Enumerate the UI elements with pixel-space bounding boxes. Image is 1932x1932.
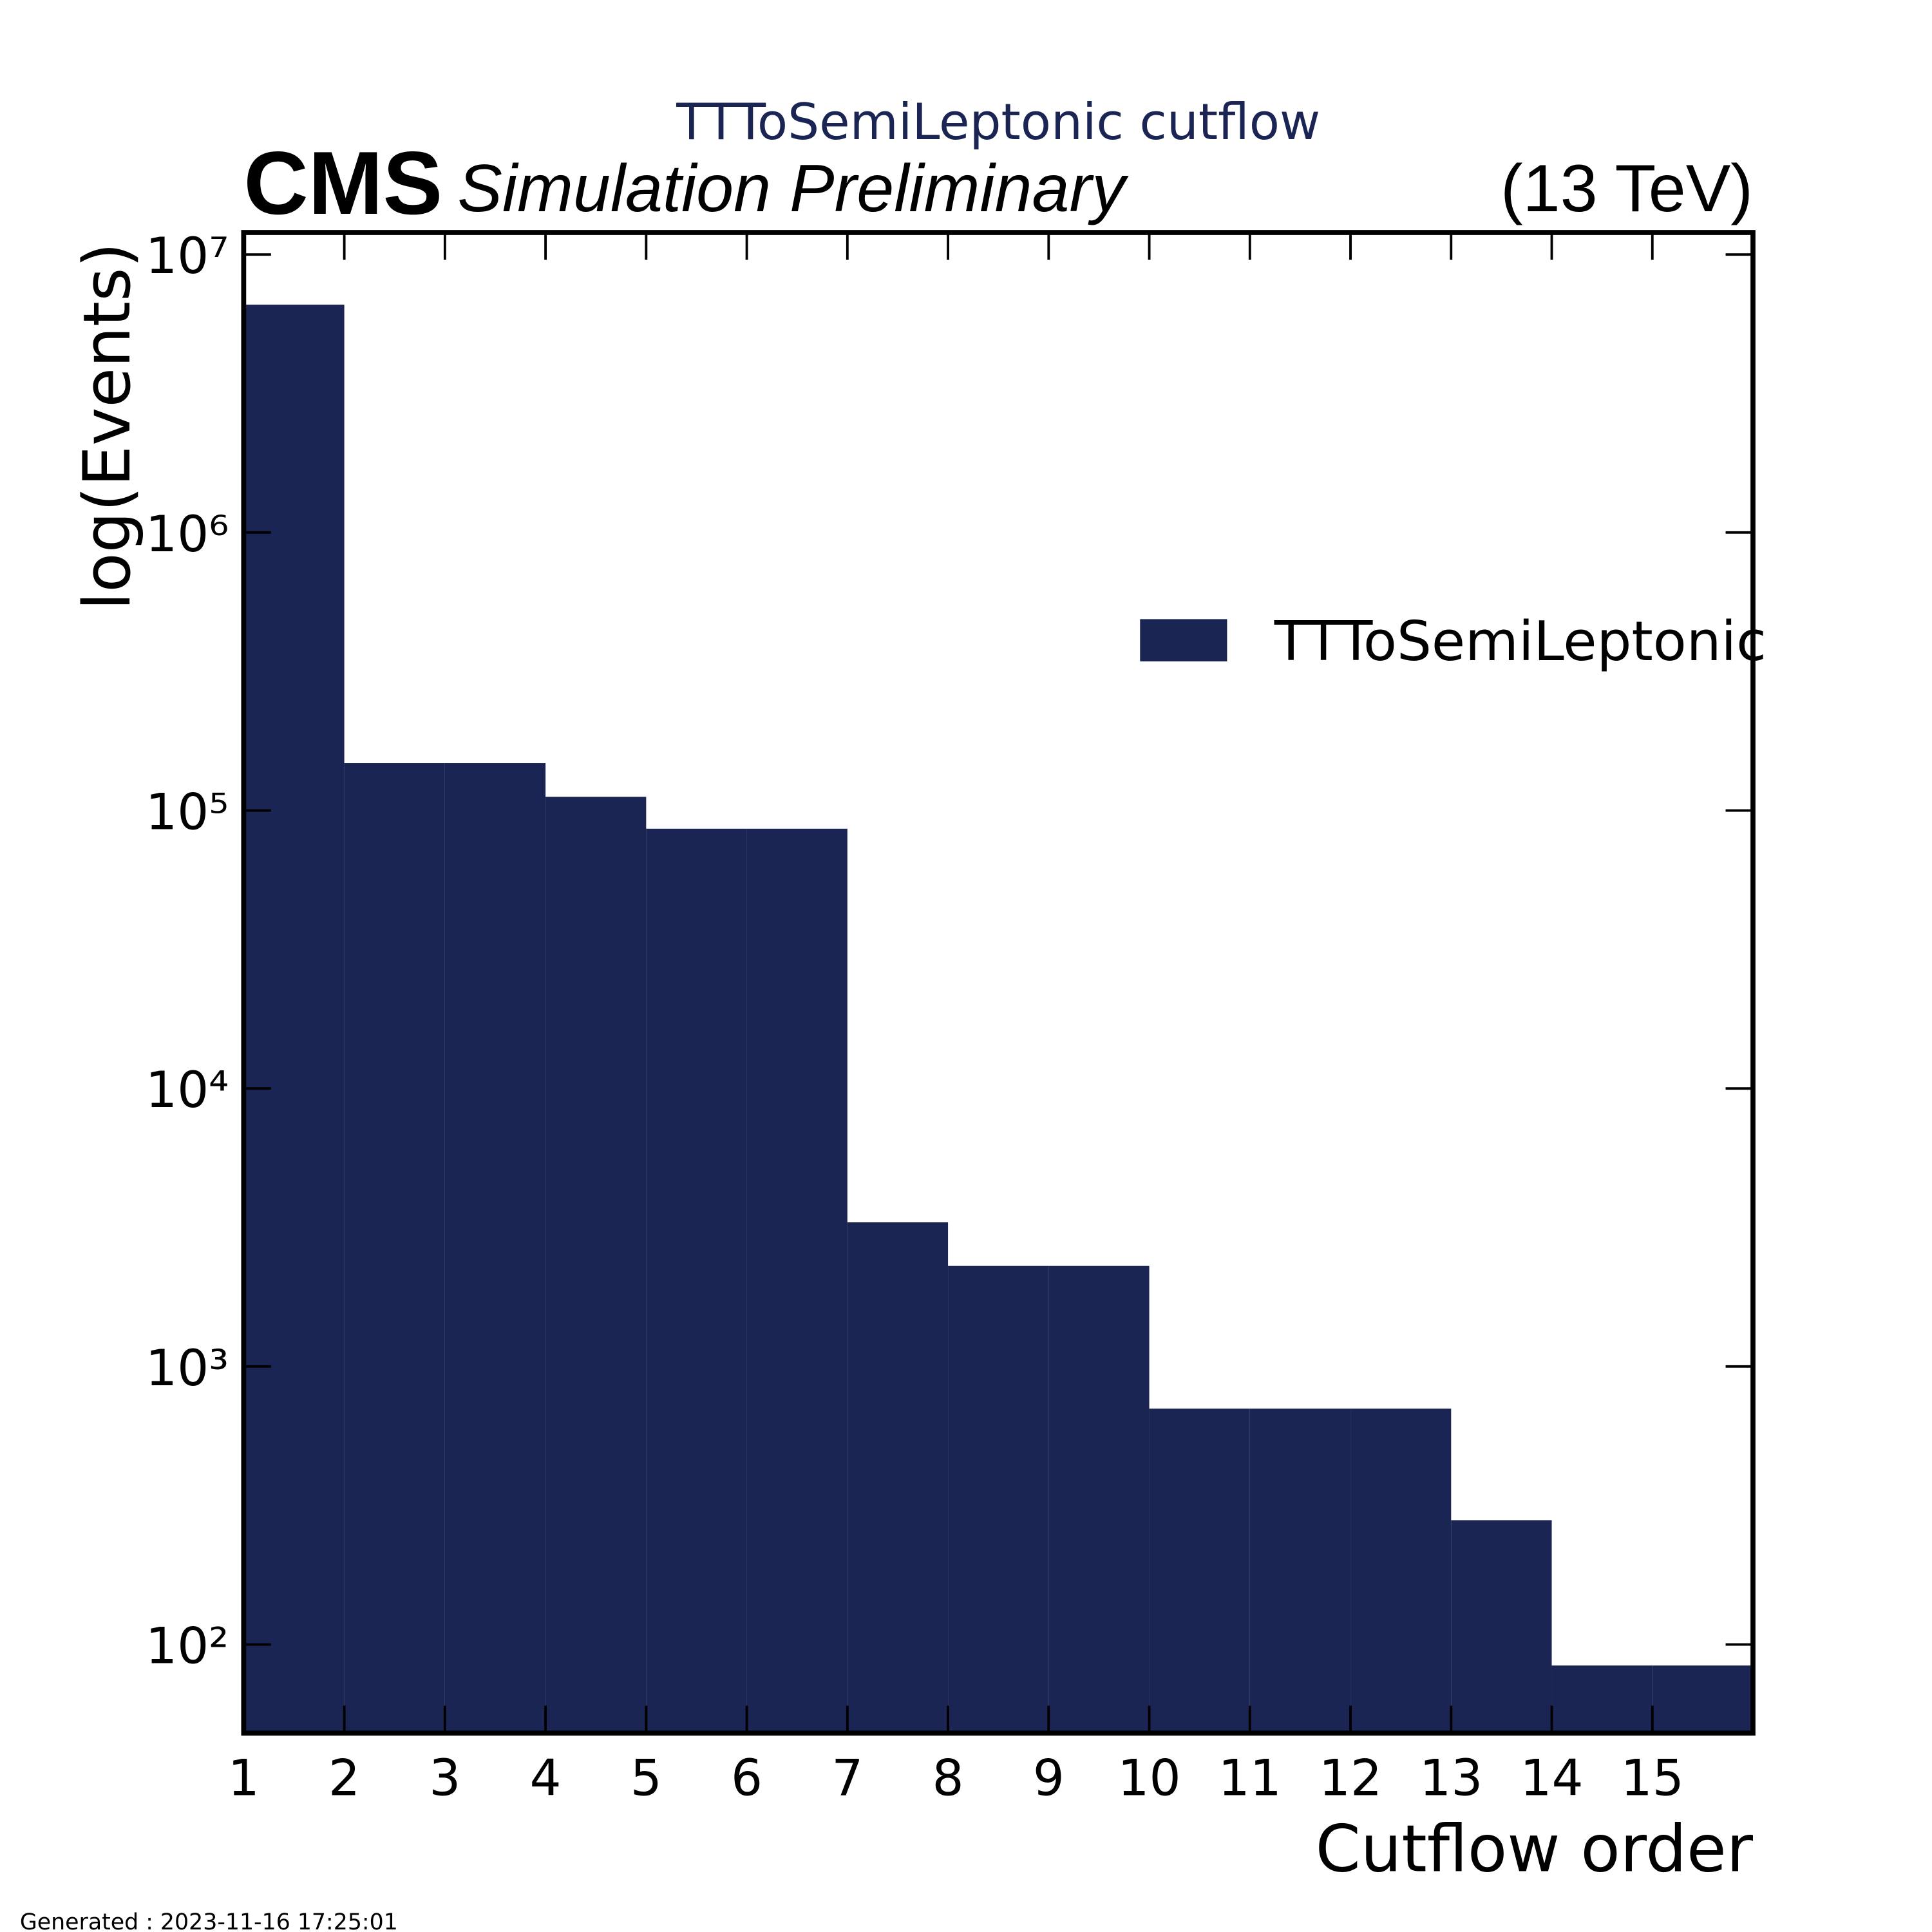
y-tick-label: 10⁵ bbox=[146, 783, 229, 841]
x-tick-label: 11 bbox=[1218, 1750, 1282, 1808]
y-tick-label: 10⁷ bbox=[146, 227, 229, 285]
histogram-bar bbox=[1249, 1408, 1351, 1734]
x-tick-label: 5 bbox=[630, 1750, 662, 1808]
x-axis-label: Cutflow order bbox=[1316, 1811, 1754, 1886]
histogram-bar bbox=[1048, 1265, 1150, 1734]
histogram-bar bbox=[948, 1265, 1049, 1734]
legend-swatch bbox=[1140, 619, 1227, 662]
x-tick-label: 4 bbox=[530, 1750, 562, 1808]
status-label: Simulation Preliminary bbox=[457, 151, 1129, 226]
histogram-bar bbox=[243, 305, 345, 1734]
histogram-bar bbox=[444, 763, 546, 1734]
x-tick-label: 3 bbox=[429, 1750, 460, 1808]
histogram-bar bbox=[545, 797, 647, 1734]
x-tick-label: 1 bbox=[228, 1750, 260, 1808]
y-tick-label: 10² bbox=[146, 1617, 229, 1675]
x-tick-label: 10 bbox=[1117, 1750, 1180, 1808]
histogram-bar bbox=[646, 828, 747, 1734]
y-axis-label: log(Events) bbox=[70, 242, 145, 610]
y-tick-label: 10³ bbox=[146, 1340, 229, 1397]
legend-label: TTToSemiLeptonic bbox=[1274, 610, 1766, 674]
histogram-bar bbox=[1350, 1408, 1452, 1734]
histogram-bar bbox=[1551, 1665, 1653, 1734]
chart-title: TTToSemiLeptonic cutflow bbox=[676, 93, 1320, 151]
plot-frame bbox=[241, 230, 1756, 1736]
x-tick-label: 9 bbox=[1033, 1750, 1065, 1808]
x-tick-label: 12 bbox=[1319, 1750, 1382, 1808]
x-tick-label: 7 bbox=[831, 1750, 863, 1808]
histogram-bar bbox=[1652, 1665, 1754, 1734]
x-tick-label: 2 bbox=[328, 1750, 360, 1808]
x-tick-label: 8 bbox=[933, 1750, 964, 1808]
histogram-bar bbox=[847, 1222, 949, 1734]
x-tick-label: 14 bbox=[1520, 1750, 1583, 1808]
experiment-label: CMS bbox=[243, 133, 442, 233]
histogram-bar bbox=[1451, 1520, 1552, 1734]
energy-label: (13 TeV) bbox=[1501, 151, 1753, 226]
histogram-bar bbox=[746, 828, 848, 1734]
x-tick-label: 6 bbox=[731, 1750, 762, 1808]
y-tick-label: 10⁴ bbox=[146, 1061, 229, 1119]
histogram-bar bbox=[344, 763, 445, 1734]
x-tick-label: 13 bbox=[1419, 1750, 1482, 1808]
footer: Generated : 2023-11-16 17:25:01 bbox=[20, 1909, 398, 1932]
x-tick-label: 15 bbox=[1621, 1750, 1684, 1808]
histogram-bar bbox=[1149, 1408, 1250, 1734]
y-tick-label: 10⁶ bbox=[146, 506, 229, 564]
